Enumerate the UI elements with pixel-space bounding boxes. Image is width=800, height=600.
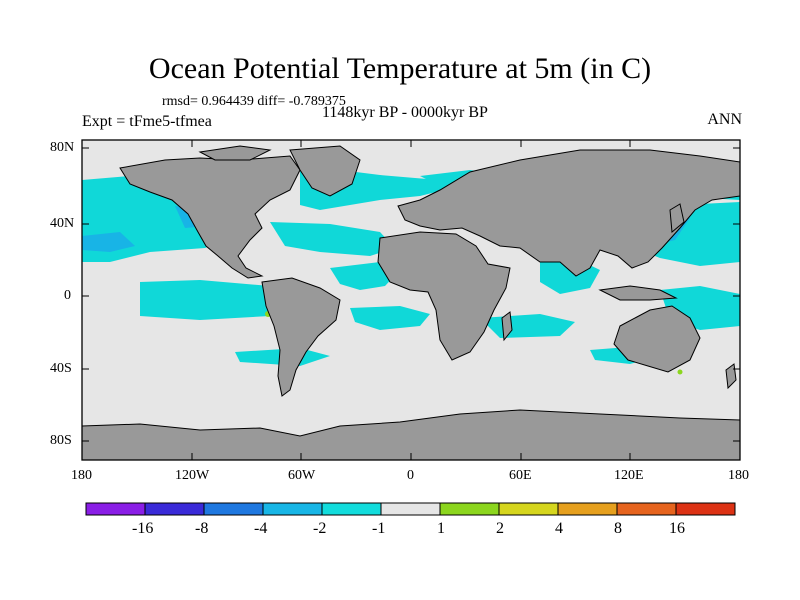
colorbar-label: 4 [555,520,563,537]
colorbar-label: -8 [195,520,209,537]
atlantic-subtropical-anomaly [270,222,395,256]
colorbar-swatch [321,502,382,516]
period-label: 1148kyr BP - 0000kyr BP [322,104,488,121]
arctic-islands [198,145,272,161]
colorbar-swatch [85,502,146,516]
south-atlantic-anomaly [350,306,430,330]
new-zealand [725,363,737,390]
map-title: Ocean Potential Temperature at 5m (in C) [148,52,652,85]
season-label: ANN [707,111,742,128]
greenland [289,145,361,197]
eurasia [397,149,740,277]
south-america [261,277,341,397]
lon-label-180w: 180 [71,468,92,483]
colorbar [85,502,736,516]
colorbar-swatch [144,502,205,516]
arctic-anomaly [82,178,130,196]
lon-label-60e: 60E [509,468,532,483]
lat-label-0: 0 [64,288,71,303]
colorbar-label: -4 [254,520,268,537]
australia-warm-spot [677,369,683,375]
lon-label-60w: 60W [288,468,316,483]
lon-label-180e: 180 [728,468,749,483]
colorbar-label: 1 [437,520,445,537]
colorbar-label: 2 [496,520,504,537]
indonesia [598,285,678,301]
lon-label-120w: 120W [175,468,210,483]
north-america [119,155,301,279]
north-pacific-cooler [82,232,135,252]
colorbar-label: -1 [372,520,386,537]
lat-label-80s: 80S [50,433,72,448]
lat-label-40s: 40S [50,361,72,376]
colorbar-swatch [498,502,559,516]
experiment-label: Expt = tFme5-tfmea [82,113,212,130]
japan [669,203,685,233]
axis-ticks [82,140,740,460]
colorbar-swatch [380,502,441,516]
colorbar-swatch [262,502,323,516]
lat-label-80n: 80N [50,140,75,155]
colorbar-swatch [439,502,500,516]
colorbar-swatch [675,502,736,516]
lat-label-40n: 40N [50,216,75,231]
colorbar-label: -2 [313,520,327,537]
lon-label-120e: 120E [614,468,644,483]
colorbar-swatch [557,502,618,516]
colorbar-swatch [203,502,264,516]
colorbar-label: -16 [132,520,154,537]
colorbar-label: 8 [614,520,622,537]
lon-label-0: 0 [407,468,414,483]
colorbar-label: 16 [669,520,685,537]
madagascar [501,311,513,342]
africa [377,231,511,361]
stats-label: rmsd= 0.964439 diff= -0.789375 [162,94,346,109]
colorbar-swatch [616,502,677,516]
australia [613,305,701,373]
antarctica [82,409,740,460]
tropical-pacific-anomaly [140,280,290,320]
land-masses [82,145,740,460]
